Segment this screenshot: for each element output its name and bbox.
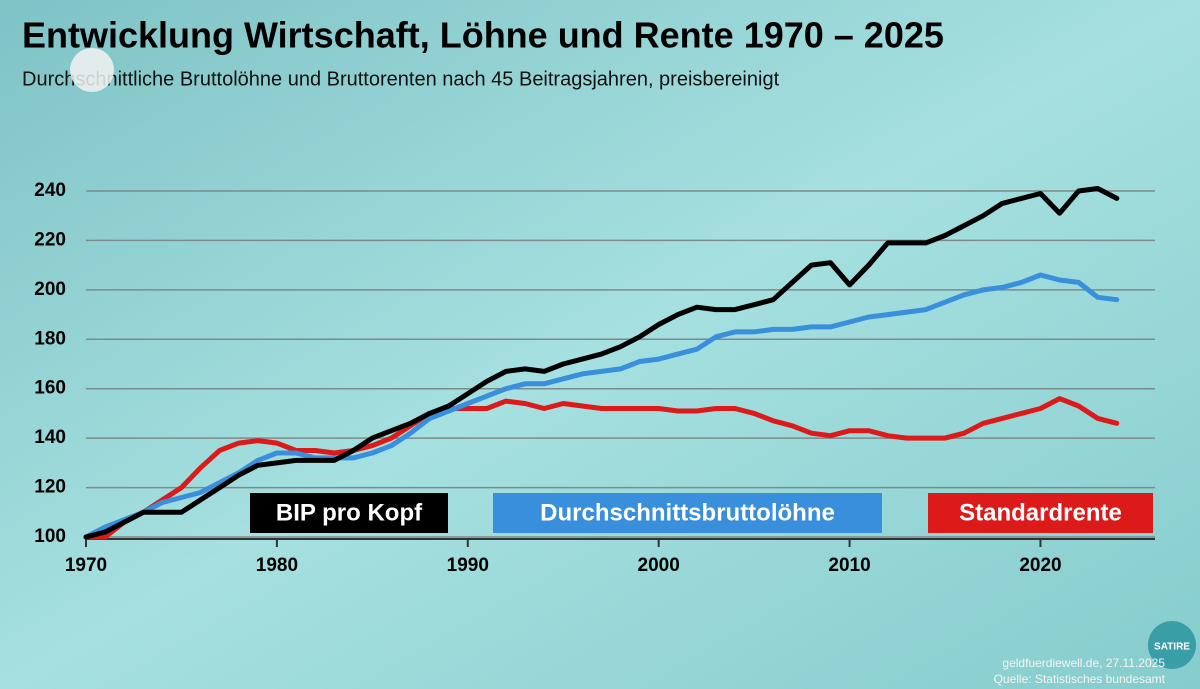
logo-circle — [70, 48, 114, 92]
y-tick-label: 220 — [34, 229, 66, 250]
series-line — [83, 186, 1120, 540]
legend-label: BIP pro Kopf — [276, 499, 423, 526]
plot-area: 100 120 140 160 180 200 220 240 1970 1980 1990 2000… — [34, 180, 1155, 576]
legend-label: Durchschnittsbruttolöhne — [540, 499, 835, 526]
x-tick-label: 2000 — [638, 555, 680, 576]
y-tick-label: 120 — [34, 477, 66, 498]
chart-subtitle: Durchschnittliche Bruttolöhne und Brutto… — [22, 68, 780, 90]
channel-logo — [70, 48, 114, 92]
y-tick-label: 180 — [34, 328, 66, 349]
x-tick-label: 1980 — [256, 555, 298, 576]
y-tick-label: 200 — [34, 279, 66, 300]
series-line — [83, 272, 1120, 540]
badge-text: SATIRE — [1154, 642, 1190, 653]
x-tick-label: 2020 — [1019, 555, 1061, 576]
x-tick-label: 2010 — [828, 555, 870, 576]
source-line: geldfuerdiewell.de, 27.11.2025 — [1002, 656, 1165, 670]
y-tick-label: 100 — [34, 526, 66, 547]
badge-circle — [1148, 621, 1196, 669]
legend-box — [928, 493, 1153, 533]
series-line — [83, 396, 1120, 540]
source: Quelle: Statistisches bundesamt — [994, 672, 1166, 686]
legend-box — [493, 493, 882, 533]
satire-badge: SATIRE — [1148, 621, 1196, 669]
x-tick-label: 1990 — [447, 555, 489, 576]
x-tick-label: 1970 — [65, 555, 107, 576]
y-tick-label: 140 — [34, 427, 66, 448]
legend-box — [250, 493, 448, 533]
y-tick-label: 240 — [34, 180, 66, 201]
legend-label: Standardrente — [959, 499, 1122, 526]
chart-title: Entwicklung Wirtschaft, Löhne und Rente … — [22, 15, 944, 56]
y-tick-label: 160 — [34, 378, 66, 399]
